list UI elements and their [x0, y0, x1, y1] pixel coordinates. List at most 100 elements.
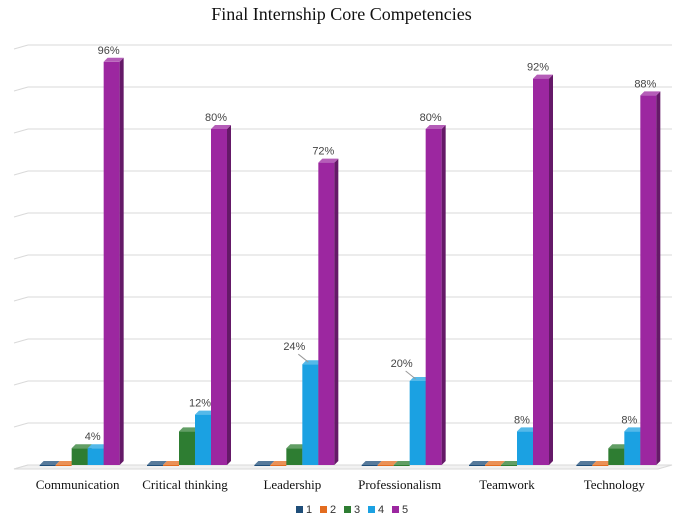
- bar-top: [624, 427, 645, 432]
- bar-top: [147, 461, 167, 465]
- bar-top: [254, 461, 275, 465]
- bar-top: [517, 427, 537, 432]
- bar-top: [318, 158, 339, 163]
- bar-front: [87, 448, 104, 465]
- bar-front: [469, 465, 485, 466]
- bar: [361, 461, 382, 466]
- bar-top: [485, 461, 505, 465]
- legend-label: 4: [378, 504, 384, 516]
- legend-swatch: [368, 506, 375, 513]
- bar-front: [485, 465, 501, 466]
- bar-side: [549, 74, 553, 465]
- bar: [425, 125, 446, 465]
- legend-swatch: [392, 506, 399, 513]
- bar-top: [361, 461, 382, 465]
- bar-front: [103, 61, 120, 466]
- bar-front: [147, 465, 163, 466]
- bar: [469, 461, 489, 466]
- category-label: Leadership: [263, 477, 321, 492]
- data-label: 80%: [205, 112, 227, 124]
- bars: [39, 57, 661, 466]
- bar: [485, 461, 505, 466]
- bar-front: [425, 129, 442, 465]
- bar-top: [179, 427, 199, 432]
- bar: [640, 91, 661, 466]
- gridlines: [13, 44, 672, 470]
- bar-top: [576, 461, 597, 465]
- category-label: Critical thinking: [142, 477, 228, 492]
- bar-front: [592, 465, 609, 466]
- bar-front: [409, 381, 426, 465]
- bar: [55, 461, 76, 466]
- bar-front: [254, 465, 271, 466]
- bar-front: [624, 431, 641, 465]
- bar-top: [425, 125, 446, 129]
- bar-front: [501, 465, 517, 466]
- category-labels: Communication Critical thinking Leadership…: [36, 477, 646, 492]
- data-label: 96%: [98, 45, 120, 57]
- bar-side: [441, 125, 446, 465]
- data-label: 8%: [621, 414, 637, 426]
- bar-top: [211, 125, 231, 129]
- chart-floor: [13, 464, 673, 470]
- bar: [501, 461, 521, 466]
- bar-top: [592, 461, 613, 465]
- bar-front: [39, 465, 56, 466]
- bar: [318, 158, 339, 465]
- gridline-depth: [13, 44, 29, 50]
- bar-front: [163, 465, 179, 466]
- data-labels: 4% 96% 12% 80% 24% 72% 20% 80% 8% 92% 8% 88%: [85, 45, 657, 443]
- bar: [147, 461, 167, 466]
- data-label: 72%: [312, 146, 334, 158]
- legend-label: 2: [330, 504, 336, 516]
- bar-front: [55, 465, 72, 466]
- bar-side: [227, 125, 231, 465]
- legend-swatch: [296, 506, 303, 513]
- bar-front: [533, 78, 549, 465]
- bar-front: [211, 129, 227, 465]
- gridline-depth: [13, 380, 29, 386]
- bar-top: [377, 461, 398, 465]
- bar: [39, 461, 60, 466]
- bar: [576, 461, 597, 466]
- bar-front: [393, 465, 410, 466]
- bar: [270, 461, 291, 466]
- legend-label: 3: [354, 504, 360, 516]
- bar-front: [576, 465, 593, 466]
- bar-front: [608, 448, 625, 465]
- bar-front: [270, 465, 287, 466]
- bar-top: [39, 461, 60, 465]
- data-label: 92%: [527, 62, 549, 74]
- bar-top: [286, 444, 307, 449]
- bar-top: [71, 444, 92, 449]
- bar-top: [195, 410, 215, 415]
- bar-front: [302, 364, 319, 465]
- bar-top: [55, 461, 76, 465]
- bar-front: [71, 448, 88, 465]
- legend-label: 5: [402, 504, 408, 516]
- bar: [254, 461, 275, 466]
- label-leader-line: [405, 370, 416, 380]
- chart-title: Final Internship Core Competencies: [211, 4, 472, 24]
- data-label: 8%: [514, 414, 530, 426]
- gridline-depth: [13, 212, 29, 218]
- gridline-depth: [13, 296, 29, 302]
- legend-swatch: [320, 506, 327, 513]
- bar-side: [656, 91, 661, 466]
- data-label: 12%: [189, 398, 211, 410]
- bar-front: [361, 465, 378, 466]
- bar: [211, 125, 231, 465]
- category-label: Teamwork: [479, 477, 535, 492]
- bar-top: [87, 444, 108, 449]
- category-label: Communication: [36, 477, 120, 492]
- bar-top: [103, 57, 124, 62]
- data-label: 80%: [420, 112, 442, 124]
- bar: [533, 74, 553, 465]
- bar-front: [195, 414, 211, 465]
- label-leader-line: [298, 353, 309, 363]
- category-label: Technology: [584, 477, 646, 492]
- gridline-depth: [13, 128, 29, 134]
- bar-side: [119, 57, 124, 466]
- bar-front: [377, 465, 394, 466]
